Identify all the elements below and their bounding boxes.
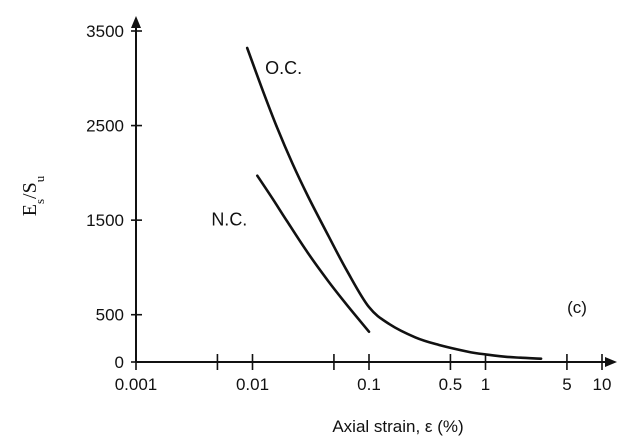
x-tick-label: 5 [562, 375, 571, 394]
x-tick-label: 1 [481, 375, 490, 394]
y-tick-label: 1500 [86, 211, 124, 230]
x-axis-title: Axial strain, ε (%) [332, 417, 463, 436]
series-label: O.C. [265, 58, 302, 78]
y-axis-arrowhead [131, 16, 141, 28]
x-ticks: 0.001 0.01 0.1 0.5 1 5 10 [115, 354, 612, 394]
y-tick-label: 3500 [86, 22, 124, 41]
y-axis-title-main: E [19, 204, 41, 216]
series-line-nc [256, 174, 371, 333]
series-line-oc [245, 46, 543, 360]
y-axis-title-mid: /S [19, 182, 41, 199]
x-tick-label: 10 [593, 375, 612, 394]
x-tick-label: 0.5 [439, 375, 463, 394]
y-axis-title-sub1: s [32, 199, 47, 204]
x-tick-label: 0.1 [357, 375, 381, 394]
panel-label: (c) [567, 298, 587, 317]
x-axis-arrowhead [605, 357, 617, 367]
x-tick-label: 0.001 [115, 375, 158, 394]
axes [131, 16, 617, 367]
y-ticks: 0 500 1500 2500 3500 [86, 22, 142, 372]
series-labels: O.C. N.C. [211, 58, 302, 230]
y-axis-title-sub2: u [32, 175, 47, 182]
y-tick-label: 500 [96, 306, 124, 325]
y-tick-label: 2500 [86, 117, 124, 136]
x-tick-label: 0.01 [236, 375, 269, 394]
y-axis-title: Es/Su [19, 175, 47, 216]
series-label: N.C. [211, 210, 247, 230]
curves [245, 46, 543, 360]
y-tick-label: 0 [115, 353, 124, 372]
